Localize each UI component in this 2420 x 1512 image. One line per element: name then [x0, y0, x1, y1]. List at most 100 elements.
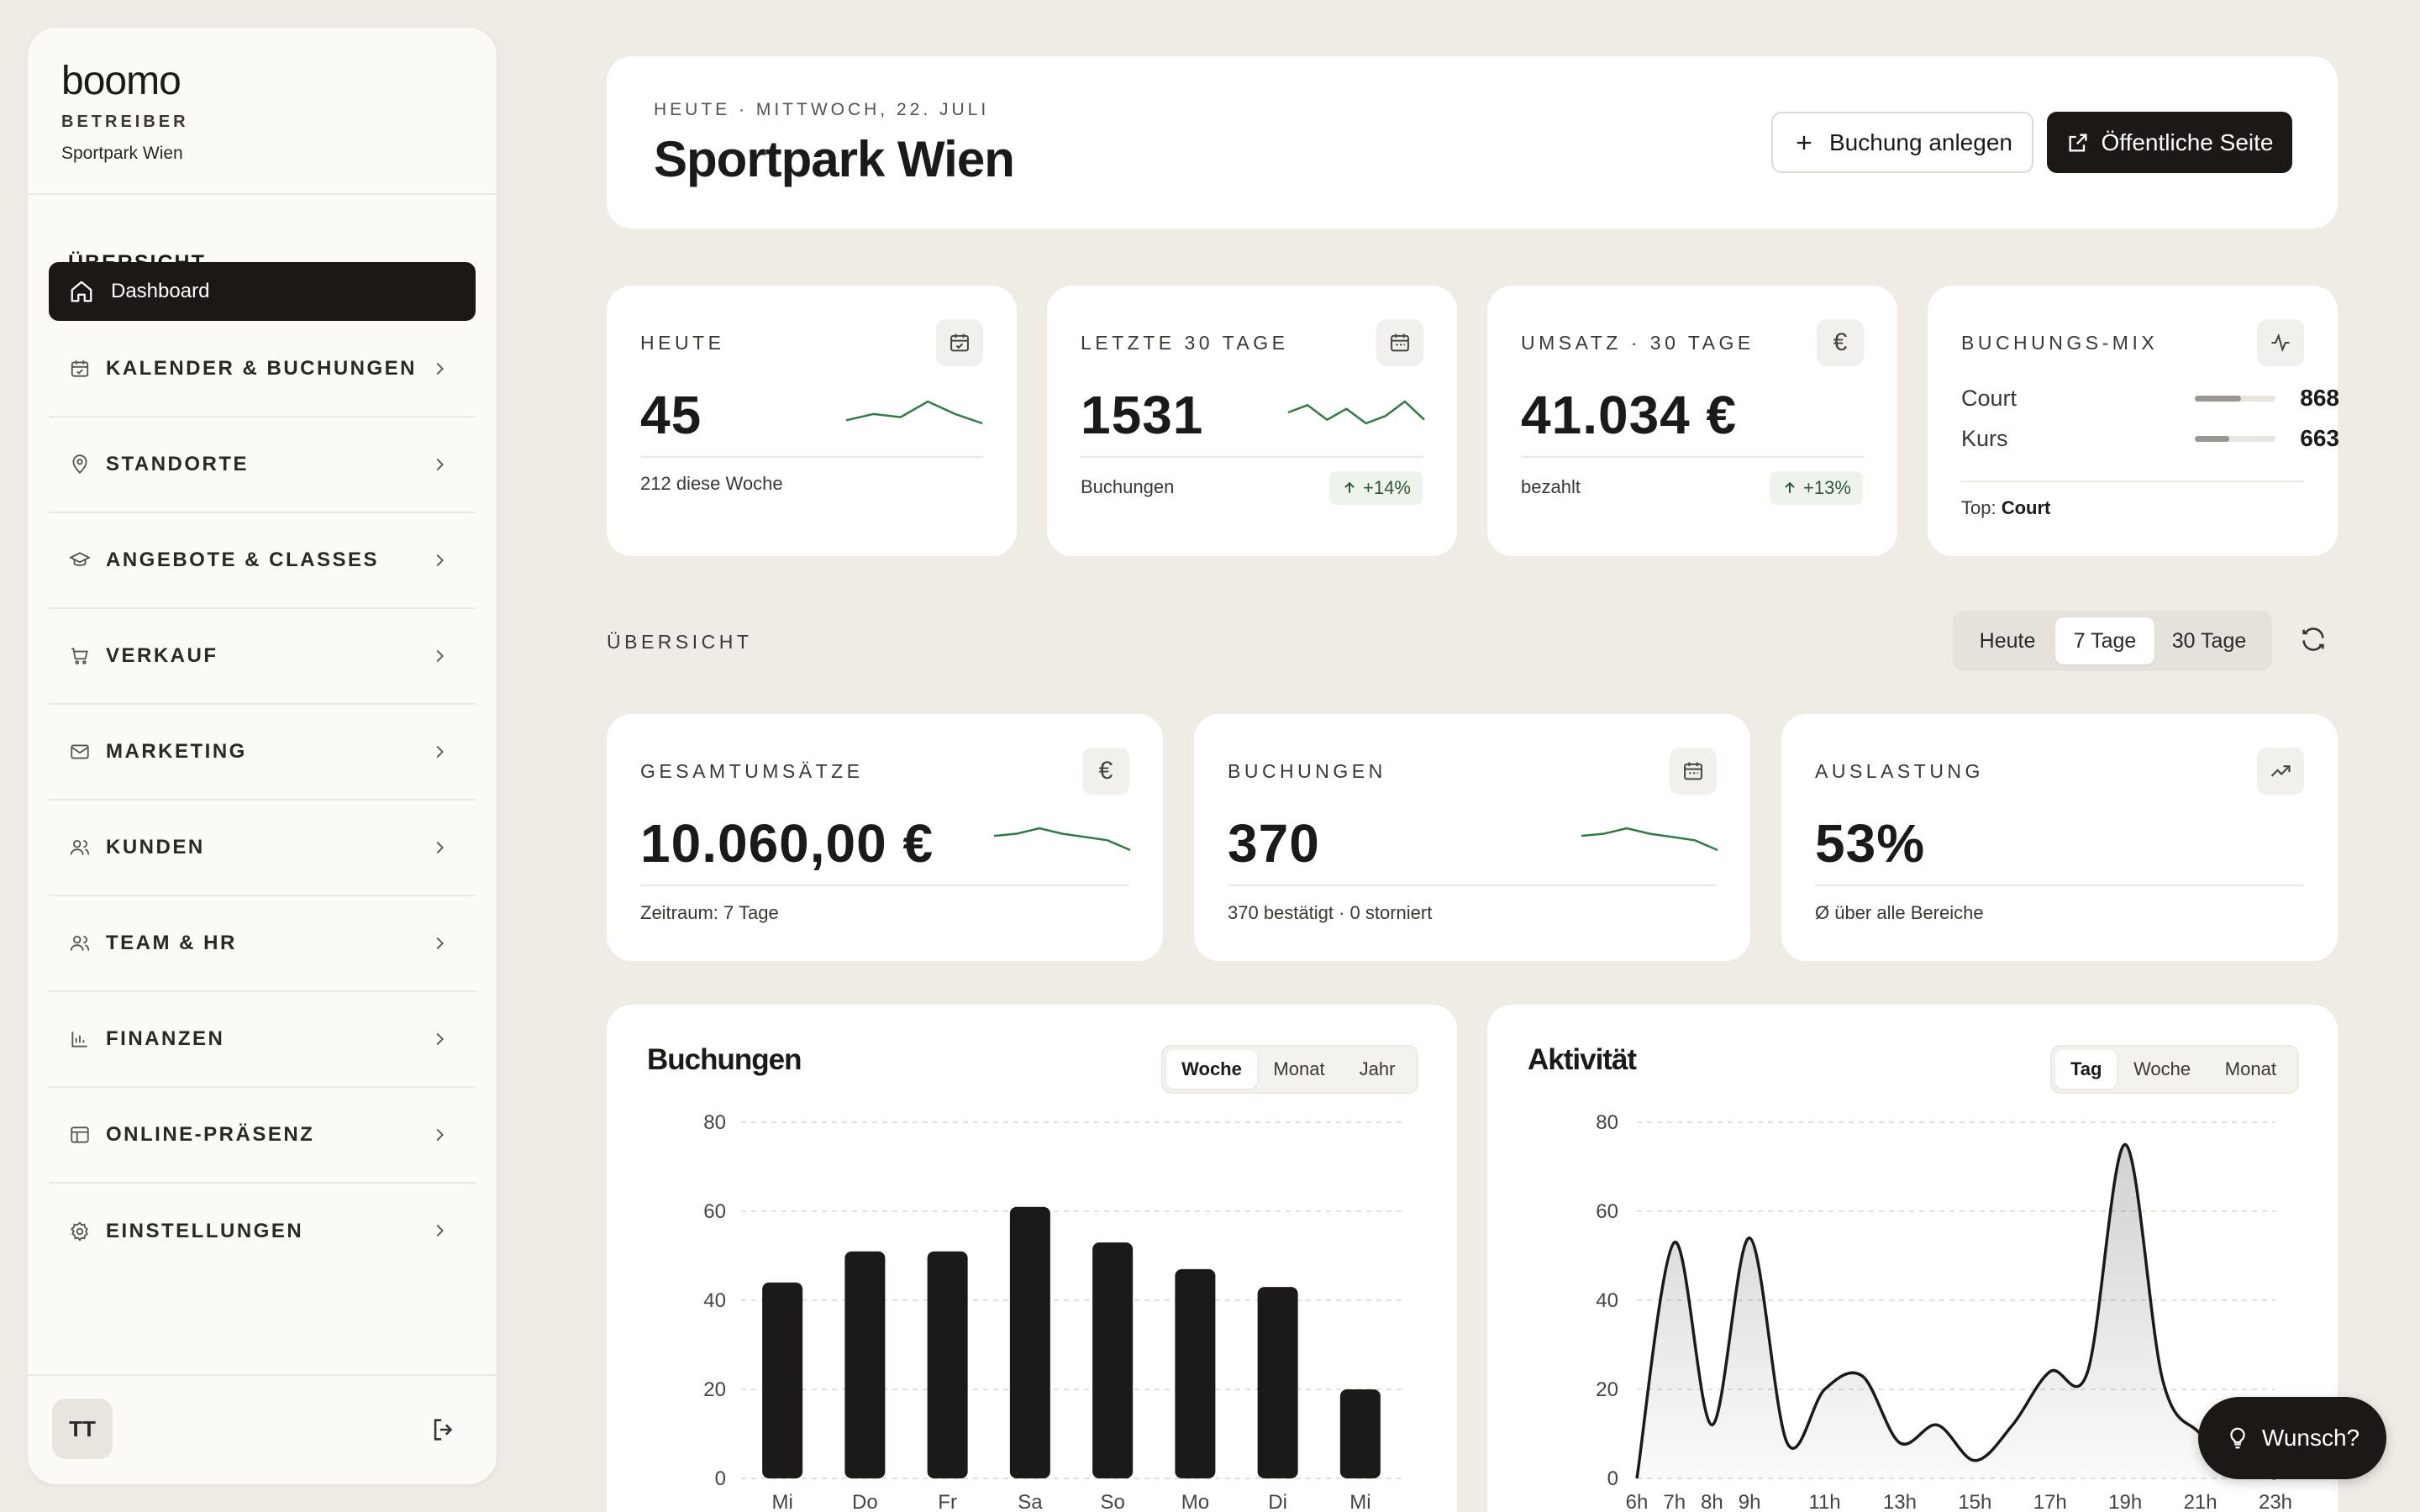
bar: [844, 1251, 886, 1478]
y-tick-label: 80: [703, 1111, 726, 1134]
tab-day[interactable]: Tag: [2055, 1050, 2118, 1089]
x-tick-label: 7h: [1663, 1491, 1686, 1512]
arrow-up-icon: [1785, 481, 1795, 493]
sidebar: boomo BETREIBER Sportpark Wien ÜBERSICHT…: [28, 28, 497, 1484]
kpi-mix-card: BUCHUNGS-MIX Court 868 Kurs 663 Top: Cou…: [1928, 286, 2339, 556]
kpi-value: 10.060,00 €: [640, 813, 934, 874]
nav-item-label: STANDORTE: [106, 453, 250, 475]
y-tick-label: 20: [703, 1378, 726, 1401]
area-fill: [1637, 1144, 2275, 1478]
nav-item-marketing[interactable]: MARKETING: [49, 705, 476, 801]
nav-item-label: Dashboard: [111, 280, 210, 302]
trend-badge: +14%: [1329, 471, 1423, 505]
activity-chart-card: Aktivität Tag Woche Monat 0 20 40 60 80 6h 7h 8…: [1487, 1005, 2338, 1512]
chevron-right-icon: [436, 745, 444, 759]
divider: [1815, 885, 2304, 886]
feedback-label: Wunsch?: [2261, 1425, 2360, 1451]
chart-icon: [71, 1032, 87, 1047]
chevron-right-icon: [436, 1032, 444, 1046]
kpi-value: 370: [1228, 813, 1320, 874]
kpi-value: 53%: [1815, 813, 1926, 874]
x-tick-label: Fr: [938, 1491, 957, 1512]
trend-badge: +13%: [1770, 471, 1863, 505]
chevron-right-icon: [436, 1128, 444, 1142]
chevron-right-icon: [436, 554, 444, 567]
x-tick-label: Sa: [1018, 1491, 1043, 1512]
kpi-value: 1531: [1081, 385, 1204, 445]
tab-week[interactable]: Woche: [1166, 1050, 1257, 1089]
refresh-icon[interactable]: [2299, 625, 2328, 654]
avatar[interactable]: TT: [52, 1399, 113, 1459]
feedback-button[interactable]: Wunsch?: [2198, 1397, 2386, 1479]
tab-year[interactable]: Jahr: [1359, 1058, 1396, 1079]
nav-item-kalender[interactable]: KALENDER & BUCHUNGEN: [49, 322, 476, 417]
tab-month[interactable]: Monat: [2224, 1058, 2276, 1079]
bar: [1009, 1206, 1050, 1478]
arrow-up-icon: [1344, 481, 1355, 493]
divider: [1521, 456, 1864, 458]
nav-item-label: ONLINE-PRÄSENZ: [106, 1123, 315, 1146]
y-tick-label: 0: [1607, 1467, 1618, 1490]
x-tick-label: Mo: [1181, 1491, 1209, 1512]
kpi-label: AUSLASTUNG: [1815, 760, 1984, 782]
users-icon: [70, 839, 90, 855]
overview-title: ÜBERSICHT: [607, 631, 753, 653]
kpi-label: GESAMTUMSÄTZE: [640, 760, 864, 782]
calendar-icon: [1376, 319, 1423, 366]
x-tick-label: Mi: [771, 1491, 792, 1512]
range-option-today[interactable]: Heute: [1979, 628, 2036, 653]
cart-icon: [71, 648, 88, 664]
x-tick-label: 13h: [1883, 1491, 1917, 1512]
mix-row-court: Court 868: [1961, 385, 2339, 412]
bookings-chart-card: Buchungen Woche Monat Jahr 0 20 40 60 80 Mi Do…: [607, 1005, 1457, 1512]
graduation-icon: [69, 552, 91, 566]
x-tick-label: 17h: [2033, 1491, 2067, 1512]
kpi-label: BUCHUNGS-MIX: [1961, 332, 2159, 354]
button-label: Buchung anlegen: [1829, 129, 2012, 155]
chevron-right-icon: [436, 649, 444, 663]
mix-name: Court: [1961, 385, 2018, 411]
nav-item-online[interactable]: ONLINE-PRÄSENZ: [49, 1088, 476, 1184]
nav-item-finanzen[interactable]: FINANZEN: [49, 992, 476, 1088]
nav-item-standorte[interactable]: STANDORTE: [49, 417, 476, 513]
nav-item-verkauf[interactable]: VERKAUF: [49, 609, 476, 705]
x-tick-label: 19h: [2108, 1491, 2142, 1512]
range-option-30days[interactable]: 30 Tage: [2171, 628, 2247, 653]
sparkline: [845, 400, 983, 425]
divider: [1961, 480, 2304, 482]
nav-item-kunden[interactable]: KUNDEN: [49, 801, 476, 896]
y-tick-label: 20: [1596, 1378, 1618, 1401]
bar: [762, 1282, 803, 1478]
x-tick-label: Do: [852, 1491, 878, 1512]
logout-icon[interactable]: [429, 1415, 458, 1444]
nav-item-label: TEAM & HR: [106, 932, 237, 954]
team-icon: [70, 935, 90, 951]
tab-month[interactable]: Monat: [1273, 1058, 1325, 1079]
button-label: Öffentliche Seite: [2101, 129, 2274, 155]
tab-week[interactable]: Woche: [2133, 1058, 2191, 1079]
add-booking-button[interactable]: Buchung anlegen: [1771, 112, 2033, 173]
chart-title: Buchungen: [647, 1043, 802, 1076]
euro-icon: €: [1082, 748, 1129, 795]
kpi-footnote: Zeitraum: 7 Tage: [640, 902, 779, 923]
range-option-7days[interactable]: 7 Tage: [2055, 617, 2154, 664]
logo[interactable]: boomo: [61, 59, 182, 103]
calendar-icon: [71, 360, 89, 377]
x-tick-label: 21h: [2184, 1491, 2217, 1512]
lightbulb-icon: [2230, 1427, 2245, 1449]
y-tick-label: 0: [715, 1467, 726, 1490]
x-tick-label: Di: [1268, 1491, 1287, 1512]
divider: [28, 1374, 497, 1376]
mix-bar: [2195, 435, 2275, 442]
activity-chart-tabs: Tag Woche Monat: [2050, 1045, 2299, 1094]
nav-item-team[interactable]: TEAM & HR: [49, 896, 476, 992]
mix-top-label: Top:: [1961, 497, 1996, 518]
nav-item-einstellungen[interactable]: EINSTELLUNGEN: [49, 1184, 476, 1279]
nav-item-angebote[interactable]: ANGEBOTE & CLASSES: [49, 513, 476, 609]
public-page-button[interactable]: Öffentliche Seite: [2047, 112, 2292, 173]
mail-icon: [71, 744, 89, 759]
calendar-check-icon: [936, 319, 983, 366]
y-tick-label: 60: [703, 1200, 726, 1223]
nav-item-dashboard[interactable]: Dashboard: [49, 262, 476, 321]
total-revenue-card: GESAMTUMSÄTZE € 10.060,00 € Zeitraum: 7 …: [607, 714, 1163, 961]
